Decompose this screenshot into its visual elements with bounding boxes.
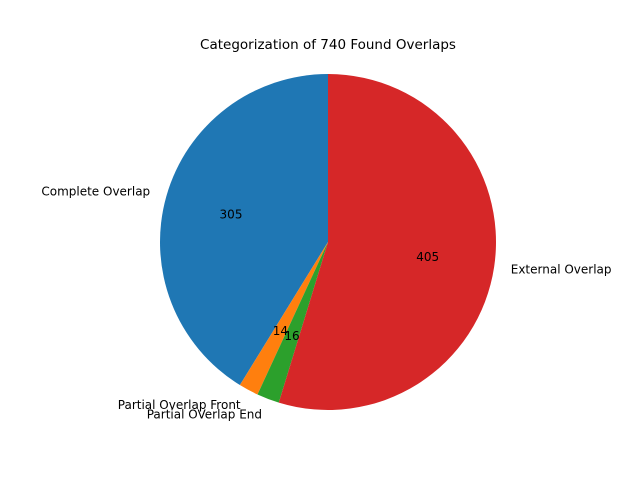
slice-label-partial-overlap-front: Partial Overlap Front [118,398,241,412]
slice-label-partial-overlap-end: Partial OVerlap End [147,408,262,422]
pie-slices [160,74,497,410]
pie-labels: Complete Overlap 305 Partial Overlap Front… [41,185,611,422]
chart-title: Categorization of 740 Found Overlaps [200,37,456,53]
slice-value-partial-overlap-end: 16 [284,329,299,343]
pie-slice-partial-overlap-front [239,242,328,395]
slice-value-external-overlap: 405 [416,250,439,264]
slice-label-external-overlap: External Overlap [511,262,612,276]
slice-value-partial-overlap-front: 14 [273,324,288,338]
slice-value-complete-overlap: 305 [220,208,243,222]
slice-label-complete-overlap: Complete Overlap [41,185,150,199]
pie-slice-external-overlap [278,74,497,410]
pie-slice-partial-overlap-end [257,242,328,403]
pie-slice-complete-overlap [160,74,328,386]
